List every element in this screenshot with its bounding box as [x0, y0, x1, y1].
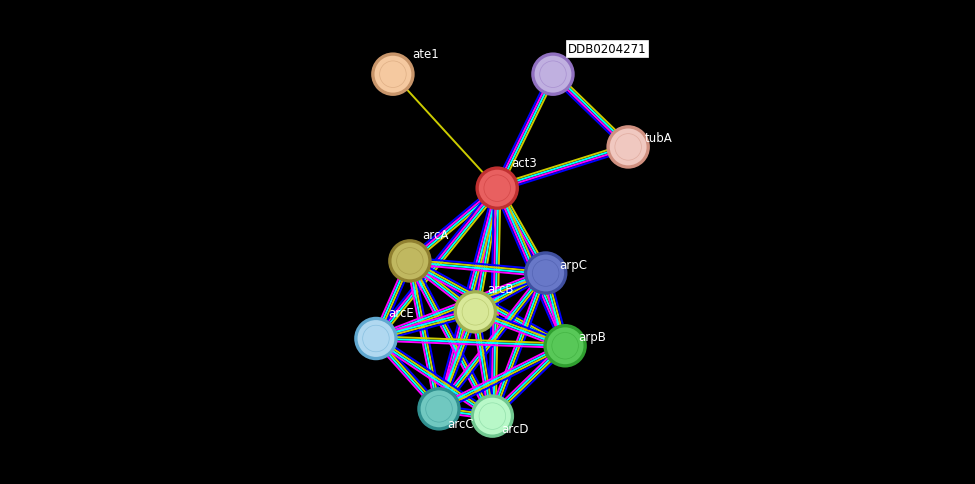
Circle shape: [426, 396, 452, 422]
Text: arcC: arcC: [448, 417, 475, 430]
Circle shape: [543, 324, 587, 368]
Text: arcD: arcD: [501, 423, 528, 436]
Circle shape: [524, 252, 567, 295]
Circle shape: [417, 387, 461, 431]
Text: tubA: tubA: [645, 132, 673, 145]
Circle shape: [606, 126, 650, 169]
Circle shape: [552, 333, 578, 359]
Circle shape: [534, 57, 571, 93]
Circle shape: [363, 326, 389, 352]
Circle shape: [474, 398, 511, 435]
Circle shape: [540, 62, 566, 88]
Text: arcA: arcA: [422, 229, 449, 242]
Text: arpB: arpB: [579, 331, 606, 344]
Circle shape: [371, 53, 414, 97]
Circle shape: [531, 53, 574, 97]
Circle shape: [392, 243, 428, 280]
Circle shape: [484, 176, 511, 202]
Circle shape: [379, 62, 407, 88]
Circle shape: [609, 129, 646, 166]
Circle shape: [397, 248, 423, 274]
Circle shape: [358, 320, 394, 357]
Circle shape: [471, 394, 514, 438]
Circle shape: [374, 57, 411, 93]
Circle shape: [479, 403, 506, 429]
Circle shape: [547, 328, 583, 364]
Circle shape: [453, 290, 497, 334]
Circle shape: [615, 135, 642, 161]
Circle shape: [479, 170, 516, 207]
Text: act3: act3: [511, 156, 536, 169]
Circle shape: [532, 260, 559, 287]
Circle shape: [388, 240, 432, 283]
Circle shape: [420, 391, 457, 427]
Circle shape: [354, 317, 398, 361]
Circle shape: [457, 294, 493, 331]
Text: arcE: arcE: [388, 306, 413, 319]
Text: arpC: arpC: [560, 258, 587, 271]
Circle shape: [462, 299, 488, 325]
Circle shape: [476, 167, 519, 211]
Text: DDB0204271: DDB0204271: [567, 43, 646, 56]
Circle shape: [527, 255, 565, 292]
Text: arcB: arcB: [488, 282, 514, 295]
Text: ate1: ate1: [412, 47, 439, 60]
